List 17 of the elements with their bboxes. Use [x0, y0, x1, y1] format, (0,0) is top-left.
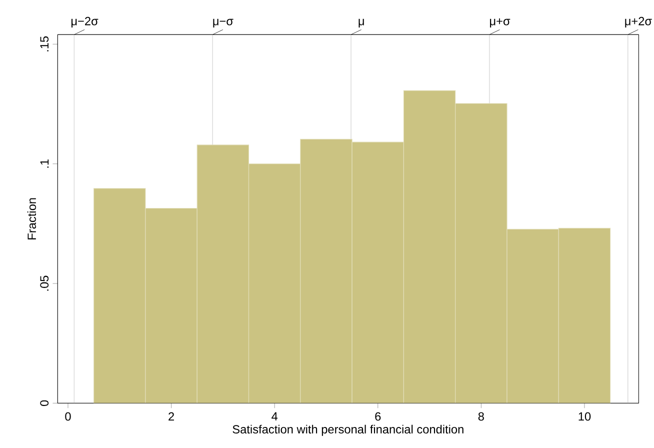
x-tick-label: 4 [272, 412, 278, 421]
ref-line-label: μ+σ [490, 18, 510, 28]
x-tick-label: 10 [578, 412, 591, 421]
ref-line-label: μ+2σ [625, 17, 652, 28]
x-axis-title: Satisfaction with personal financial condition [232, 424, 464, 436]
x-tick-label: 8 [478, 412, 484, 421]
y-axis-title: Fraction [27, 198, 36, 240]
ref-line-label: μ [358, 19, 364, 28]
x-tick-label: 6 [375, 412, 381, 421]
y-tick-label: .05 [40, 276, 49, 291]
ref-line-label: μ−2σ [71, 17, 98, 28]
y-tick-label: .15 [40, 36, 49, 52]
x-tick-label: 2 [168, 412, 174, 421]
y-tick-label: 0 [40, 400, 49, 406]
ref-line-label: μ−σ [213, 19, 234, 28]
y-tick-label: .1 [40, 160, 49, 168]
x-tick-label: 0 [65, 412, 71, 421]
